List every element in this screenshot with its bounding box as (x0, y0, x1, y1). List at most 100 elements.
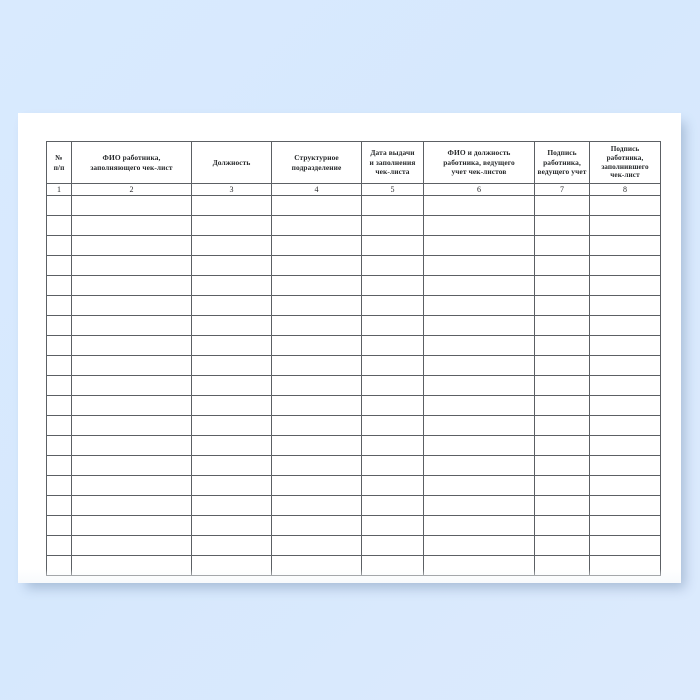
table-cell[interactable] (191, 515, 272, 536)
table-cell[interactable] (191, 335, 272, 356)
table-cell[interactable] (46, 495, 72, 516)
table-cell[interactable] (191, 535, 272, 556)
table-row[interactable] (46, 255, 661, 276)
table-cell[interactable] (71, 355, 192, 376)
table-cell[interactable] (534, 515, 590, 536)
table-cell[interactable] (71, 555, 192, 576)
table-cell[interactable] (361, 375, 424, 396)
table-cell[interactable] (361, 415, 424, 436)
table-cell[interactable] (589, 435, 661, 456)
table-cell[interactable] (191, 375, 272, 396)
table-cell[interactable] (423, 355, 535, 376)
table-cell[interactable] (191, 495, 272, 516)
table-cell[interactable] (361, 395, 424, 416)
table-cell[interactable] (361, 215, 424, 236)
table-cell[interactable] (46, 275, 72, 296)
table-cell[interactable] (589, 215, 661, 236)
table-cell[interactable] (589, 395, 661, 416)
table-cell[interactable] (361, 435, 424, 456)
table-cell[interactable] (191, 555, 272, 576)
table-cell[interactable] (46, 475, 72, 496)
table-row[interactable] (46, 415, 661, 436)
table-cell[interactable] (361, 495, 424, 516)
table-cell[interactable] (191, 355, 272, 376)
table-cell[interactable] (71, 395, 192, 416)
table-cell[interactable] (46, 375, 72, 396)
table-cell[interactable] (46, 295, 72, 316)
table-cell[interactable] (191, 235, 272, 256)
table-cell[interactable] (71, 455, 192, 476)
table-cell[interactable] (46, 195, 72, 216)
table-cell[interactable] (71, 535, 192, 556)
table-row[interactable] (46, 555, 661, 576)
table-cell[interactable] (46, 435, 72, 456)
table-cell[interactable] (589, 495, 661, 516)
table-cell[interactable] (589, 475, 661, 496)
table-cell[interactable] (361, 315, 424, 336)
table-cell[interactable] (589, 195, 661, 216)
table-cell[interactable] (589, 415, 661, 436)
table-row[interactable] (46, 375, 661, 396)
table-row[interactable] (46, 295, 661, 316)
table-cell[interactable] (71, 195, 192, 216)
table-cell[interactable] (46, 535, 72, 556)
table-cell[interactable] (271, 415, 362, 436)
table-cell[interactable] (71, 375, 192, 396)
table-cell[interactable] (361, 515, 424, 536)
table-cell[interactable] (71, 275, 192, 296)
table-cell[interactable] (534, 235, 590, 256)
table-cell[interactable] (191, 315, 272, 336)
table-row[interactable] (46, 515, 661, 536)
table-cell[interactable] (534, 495, 590, 516)
table-cell[interactable] (191, 395, 272, 416)
table-cell[interactable] (423, 235, 535, 256)
table-row[interactable] (46, 475, 661, 496)
table-cell[interactable] (71, 475, 192, 496)
table-row[interactable] (46, 235, 661, 256)
table-cell[interactable] (423, 535, 535, 556)
table-cell[interactable] (589, 335, 661, 356)
table-row[interactable] (46, 495, 661, 516)
table-row[interactable] (46, 395, 661, 416)
table-cell[interactable] (46, 235, 72, 256)
table-cell[interactable] (271, 535, 362, 556)
table-row[interactable] (46, 455, 661, 476)
table-cell[interactable] (423, 275, 535, 296)
table-cell[interactable] (534, 375, 590, 396)
table-cell[interactable] (423, 255, 535, 276)
table-row[interactable] (46, 435, 661, 456)
table-cell[interactable] (589, 235, 661, 256)
table-cell[interactable] (271, 395, 362, 416)
table-cell[interactable] (534, 315, 590, 336)
table-cell[interactable] (534, 395, 590, 416)
table-cell[interactable] (271, 335, 362, 356)
table-row[interactable] (46, 215, 661, 236)
table-cell[interactable] (423, 315, 535, 336)
table-cell[interactable] (361, 555, 424, 576)
table-cell[interactable] (191, 295, 272, 316)
table-row[interactable] (46, 195, 661, 216)
table-cell[interactable] (361, 255, 424, 276)
table-cell[interactable] (271, 475, 362, 496)
table-cell[interactable] (271, 495, 362, 516)
table-cell[interactable] (423, 215, 535, 236)
table-cell[interactable] (191, 255, 272, 276)
table-row[interactable] (46, 355, 661, 376)
table-cell[interactable] (71, 215, 192, 236)
table-cell[interactable] (534, 475, 590, 496)
table-cell[interactable] (71, 295, 192, 316)
table-cell[interactable] (271, 375, 362, 396)
table-cell[interactable] (589, 315, 661, 336)
table-cell[interactable] (361, 275, 424, 296)
table-cell[interactable] (271, 275, 362, 296)
table-cell[interactable] (46, 395, 72, 416)
table-row[interactable] (46, 335, 661, 356)
table-cell[interactable] (46, 555, 72, 576)
table-cell[interactable] (534, 455, 590, 476)
table-cell[interactable] (46, 335, 72, 356)
table-cell[interactable] (423, 375, 535, 396)
table-cell[interactable] (534, 215, 590, 236)
table-cell[interactable] (71, 415, 192, 436)
table-cell[interactable] (271, 215, 362, 236)
table-cell[interactable] (589, 375, 661, 396)
